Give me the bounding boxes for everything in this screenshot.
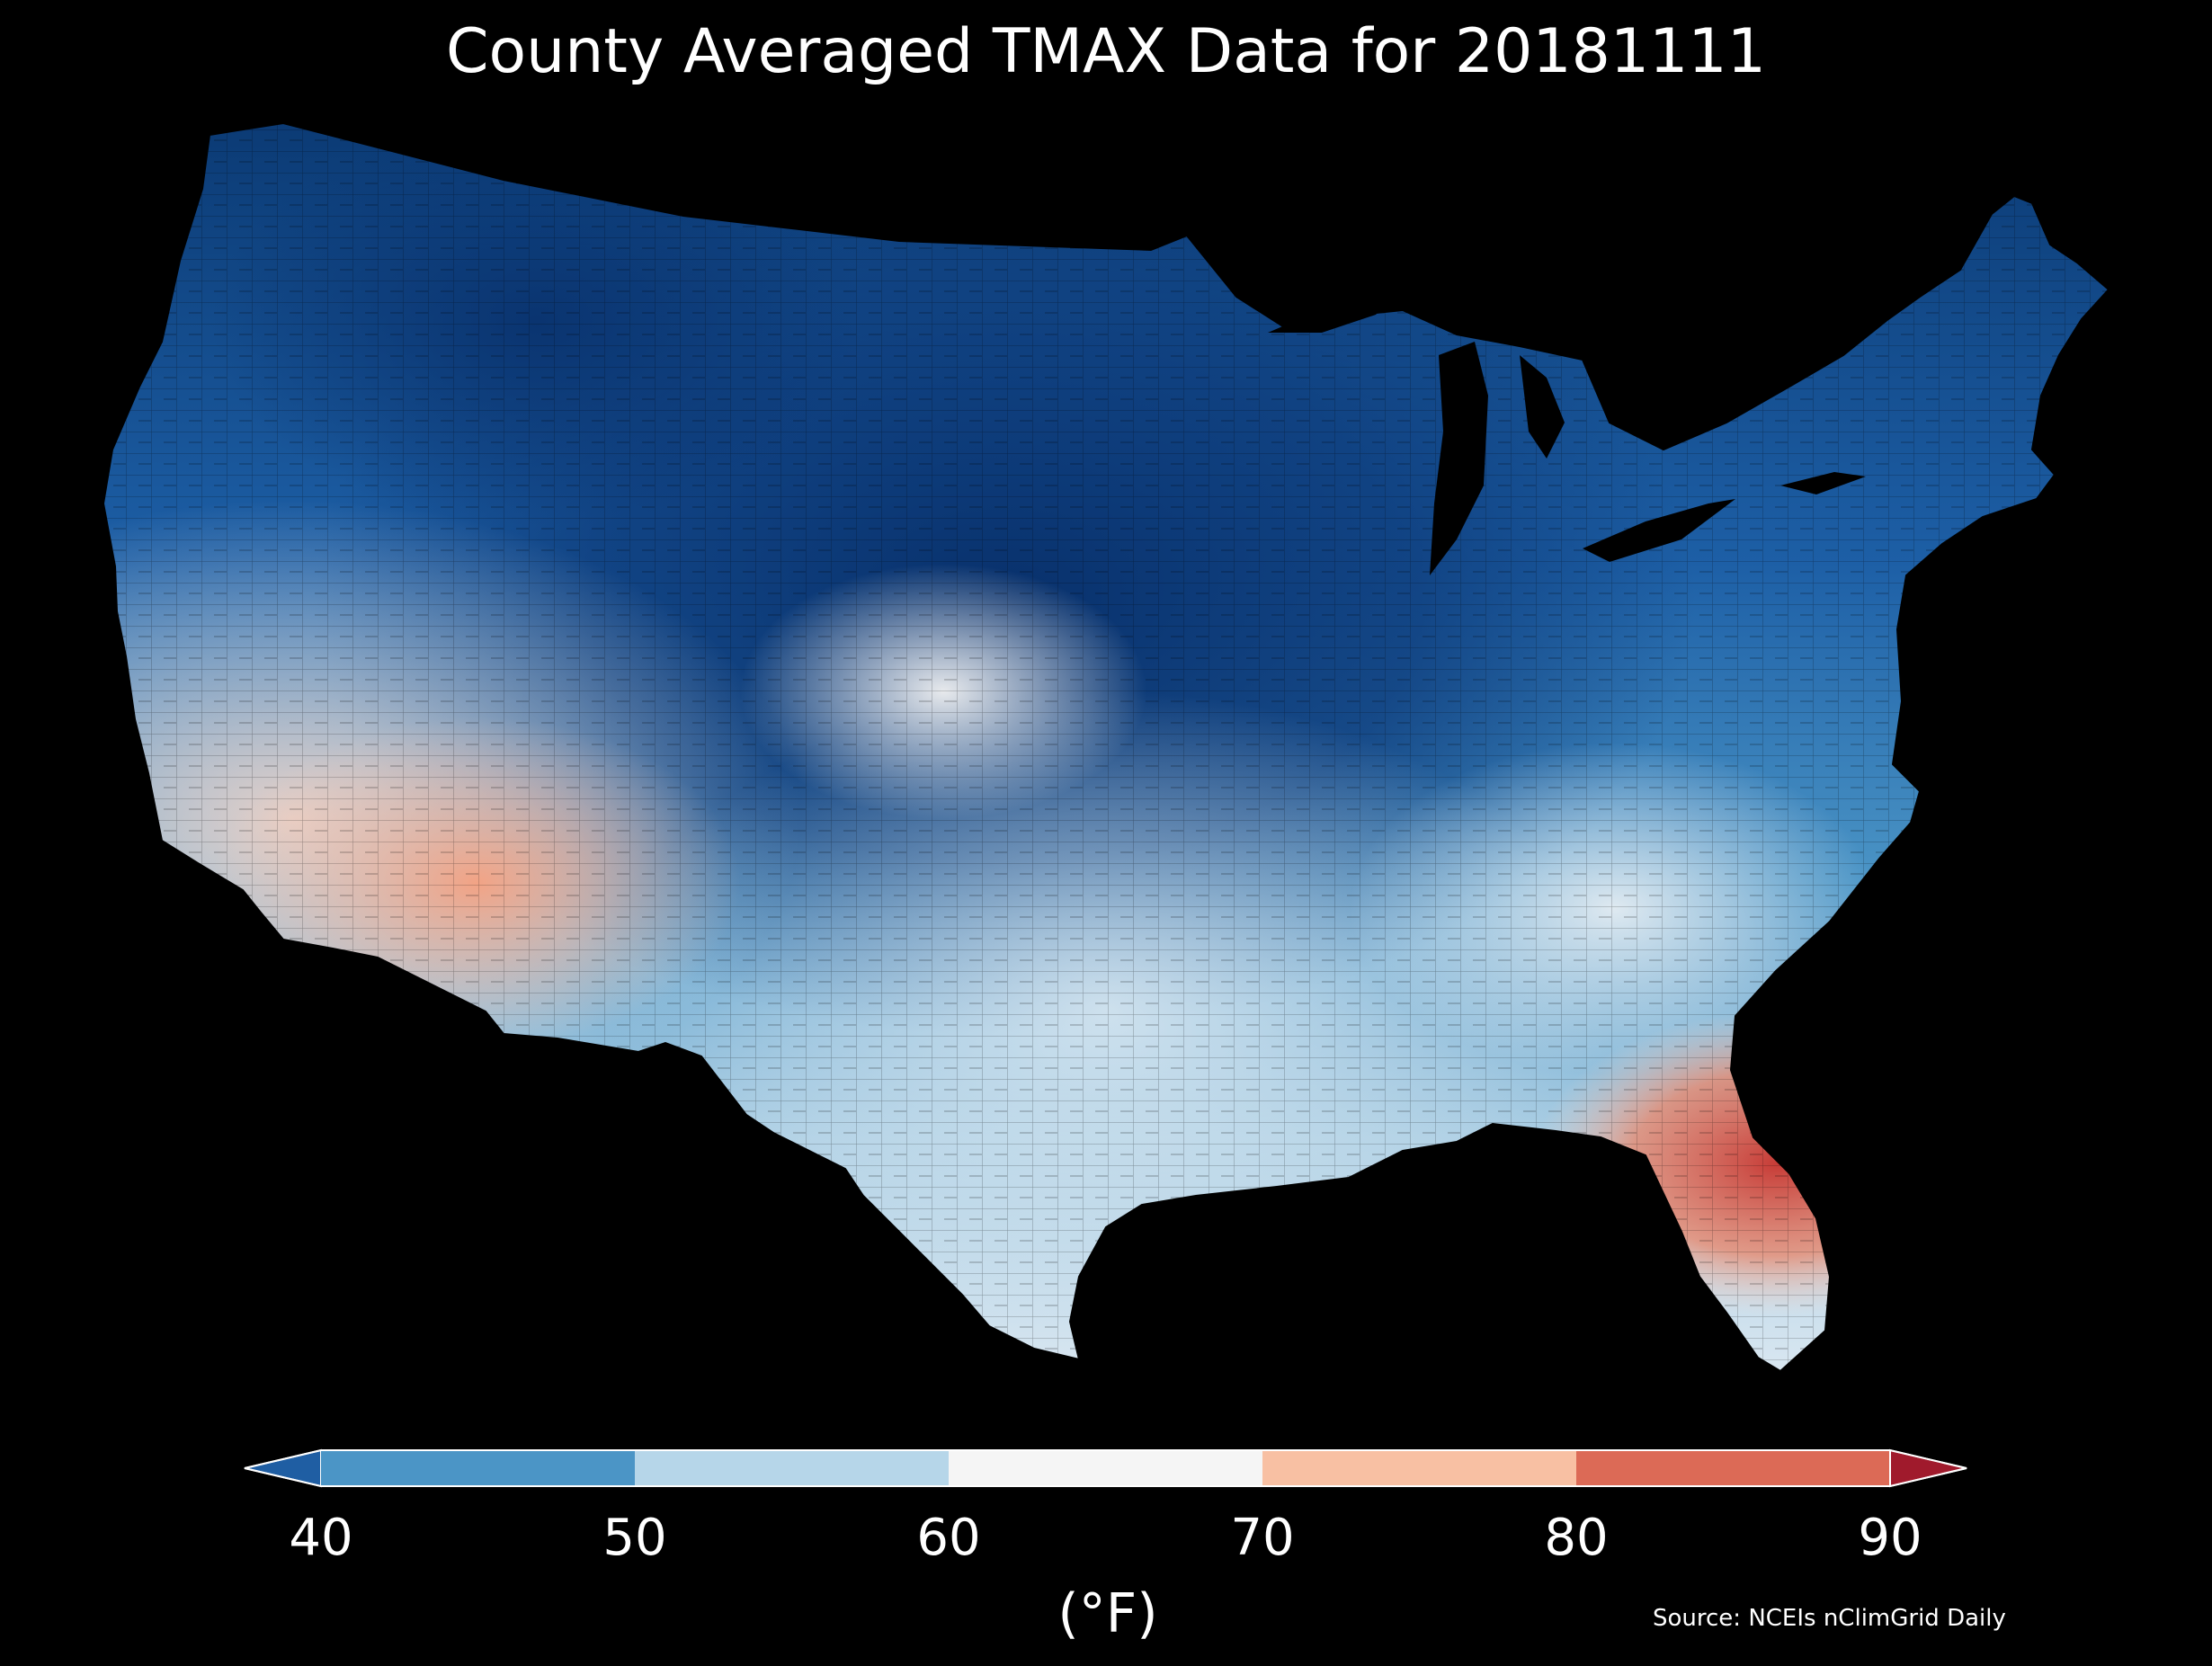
colorbar-unit-label: (°F) [1057, 1582, 1158, 1645]
colorbar-bin [1262, 1450, 1576, 1486]
colorbar-tick-90: 90 [1858, 1509, 1922, 1567]
colorbar-tick-60: 60 [916, 1509, 981, 1567]
great-lakes [1268, 288, 1866, 575]
source-credit: Source: NCEIs nClimGrid Daily [1653, 1605, 2006, 1632]
colorbar-tick-70: 70 [1230, 1509, 1295, 1567]
colorbar-extend-high [1889, 1448, 1967, 1488]
colorbar-extend-low [244, 1448, 322, 1488]
colorbar-bin [1576, 1450, 1890, 1486]
colorbar-bin [635, 1450, 949, 1486]
map-title: County Averaged TMAX Data for 20181111 [446, 16, 1766, 87]
colorbar-tick-40: 40 [289, 1509, 353, 1567]
colorbar-tick-80: 80 [1544, 1509, 1609, 1567]
colorbar-tick-50: 50 [602, 1509, 667, 1567]
colorbar-outline [244, 1449, 1967, 1487]
colorbar-bin [949, 1450, 1262, 1486]
colorbar-bin [321, 1450, 635, 1486]
us-outline [102, 121, 2110, 1373]
